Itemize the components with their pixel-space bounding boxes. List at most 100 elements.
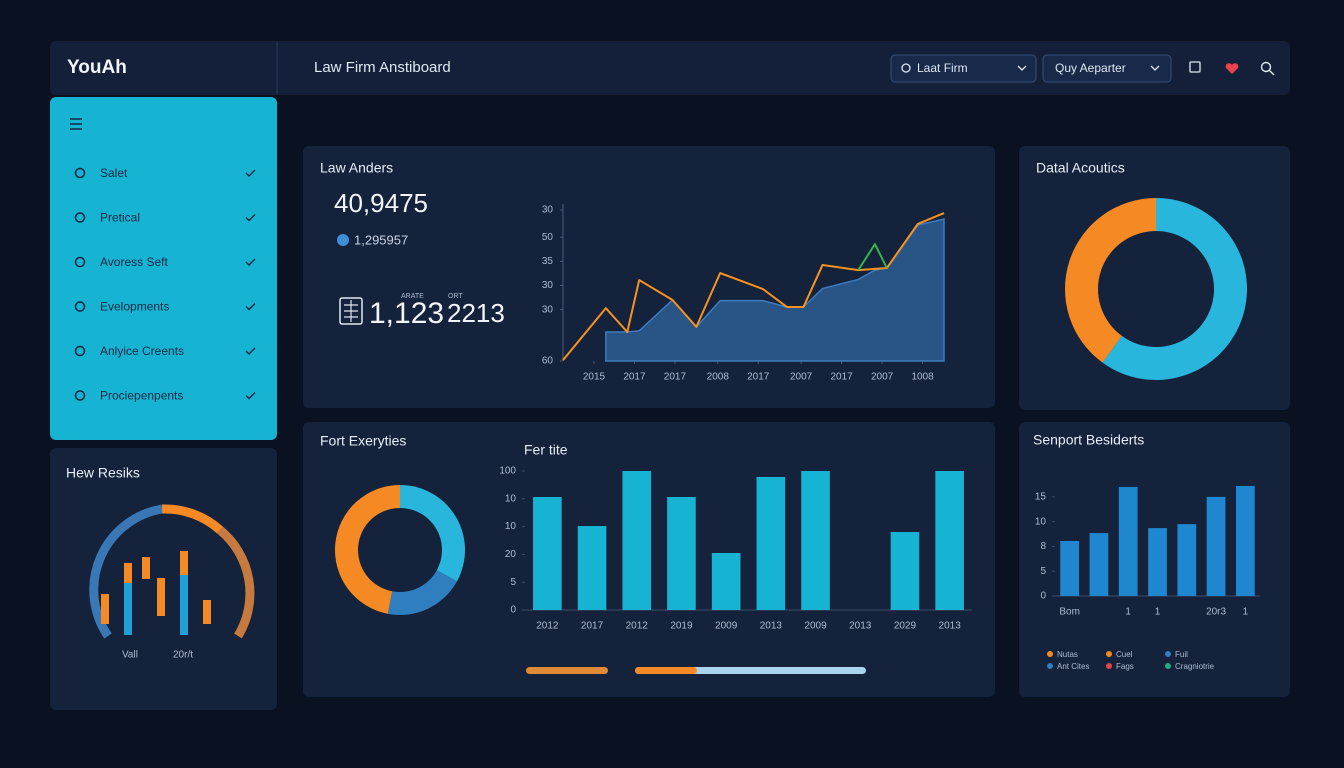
x-tick-label: 2029	[894, 621, 917, 632]
x-tick-label: 2017	[623, 372, 646, 383]
progress-fill	[635, 667, 697, 674]
y-tick-label: 5	[1040, 566, 1046, 577]
x-tick-label: 2009	[715, 621, 738, 632]
kpi-icon-lines	[344, 300, 358, 322]
edit-icon[interactable]	[1189, 61, 1201, 73]
gauge-arc	[217, 526, 255, 639]
x-tick-label: 2019	[670, 621, 693, 632]
brand: YouAh	[67, 57, 127, 78]
gauge-bar	[142, 557, 150, 579]
bar	[577, 526, 607, 610]
chart-title: Fer tite	[524, 442, 568, 458]
check-icon	[245, 169, 256, 177]
filter-dropdown[interactable]	[890, 54, 1037, 83]
gauge-bar	[124, 583, 132, 635]
menu-item[interactable]: Avoress Seft	[100, 255, 168, 269]
gauge-bar	[124, 563, 132, 583]
bar	[1235, 485, 1255, 596]
kpi-icon	[339, 297, 363, 325]
donut-segment	[400, 485, 465, 582]
gauge-arc	[161, 504, 224, 534]
gauge-label: Vall	[122, 650, 138, 661]
x-tick-label: 20r3	[1206, 607, 1226, 618]
x-tick-label: 1	[1155, 607, 1161, 618]
legend-swatch	[1165, 651, 1171, 657]
x-tick-label: 2015	[583, 372, 606, 383]
menu-item[interactable]: Pretical	[100, 211, 140, 225]
x-tick-label: 2017	[581, 621, 604, 632]
menu-item[interactable]: Prociepenpents	[100, 389, 183, 403]
y-tick-label: 5	[510, 577, 516, 588]
search-icon[interactable]	[1260, 61, 1272, 73]
bar	[622, 471, 652, 610]
filter-dropdown[interactable]	[1042, 54, 1172, 83]
kpi-figure: 2213	[447, 298, 505, 328]
bar	[1060, 540, 1080, 596]
bar	[1089, 533, 1109, 596]
x-tick-label: 2012	[536, 621, 559, 632]
y-tick-label: 100	[499, 466, 516, 477]
sidebar	[50, 97, 277, 440]
bar	[935, 471, 964, 610]
chevron	[1150, 65, 1160, 71]
bar	[1177, 524, 1197, 596]
x-tick-label: 2013	[760, 621, 783, 632]
check-icon	[245, 303, 256, 311]
x-tick-label: 2007	[871, 372, 894, 383]
gauge-bar	[157, 578, 165, 616]
y-tick-label: 30	[542, 205, 554, 216]
bar	[1118, 486, 1138, 596]
menu-item[interactable]: Anlyice Creents	[100, 344, 184, 358]
x-tick-label: 2013	[849, 621, 872, 632]
gauge-label: 20r/t	[173, 650, 193, 661]
y-tick-label: 10	[1035, 516, 1047, 527]
menu-icon	[74, 301, 86, 312]
kpi-small-label: ARATE	[401, 293, 424, 300]
x-tick-label: 2009	[804, 621, 827, 632]
bar	[1148, 528, 1167, 596]
menu-item[interactable]: Salet	[100, 166, 128, 180]
donut-segment	[1065, 198, 1156, 363]
chart-title: Fort Exeryties	[320, 433, 406, 449]
gauge-bar	[180, 575, 188, 635]
x-tick-label: 2017	[747, 372, 770, 383]
legend-label: Cragniotrie	[1175, 662, 1215, 671]
menu-icon	[74, 390, 86, 401]
filter-label: Laat Firm	[917, 61, 968, 75]
legend-label: Fags	[1116, 662, 1134, 671]
x-tick-label: 2012	[626, 621, 649, 632]
gauge-arc	[89, 504, 163, 639]
line	[857, 243, 888, 271]
legend-label: Nutas	[1057, 650, 1078, 659]
filter-label: Quy Aeparter	[1055, 61, 1126, 75]
heart-icon[interactable]	[1225, 63, 1239, 74]
bar	[890, 532, 920, 610]
bar	[801, 471, 830, 610]
menu-icon	[74, 256, 86, 268]
menu-icon	[74, 212, 86, 223]
x-tick-label: 1	[1125, 607, 1131, 618]
y-tick-label: 0	[510, 605, 516, 616]
legend-swatch	[1106, 663, 1112, 669]
y-tick-label: 60	[542, 356, 554, 367]
donut-segment	[335, 485, 400, 614]
kpi-value: 40,9475	[334, 188, 428, 218]
legend-swatch	[1047, 651, 1053, 657]
y-tick-label: 15	[1035, 492, 1047, 503]
x-tick-label: 2017	[830, 372, 853, 383]
gauge-bar	[101, 594, 109, 624]
legend-swatch	[1047, 663, 1053, 669]
menu-icon[interactable]	[70, 118, 82, 130]
x-tick-label: 1	[1243, 607, 1249, 618]
check-icon	[245, 347, 256, 355]
kpi-legend: 1,295957	[354, 232, 408, 247]
panel-title: Hew Resiks	[66, 465, 140, 481]
y-tick-label: 35	[542, 256, 554, 267]
legend-swatch	[1106, 651, 1112, 657]
menu-item[interactable]: Evelopments	[100, 300, 169, 314]
y-tick-label: 10	[505, 493, 517, 504]
bar	[756, 476, 786, 610]
legend-label: Cuel	[1116, 650, 1133, 659]
legend-dot	[337, 234, 349, 246]
line	[562, 212, 945, 361]
